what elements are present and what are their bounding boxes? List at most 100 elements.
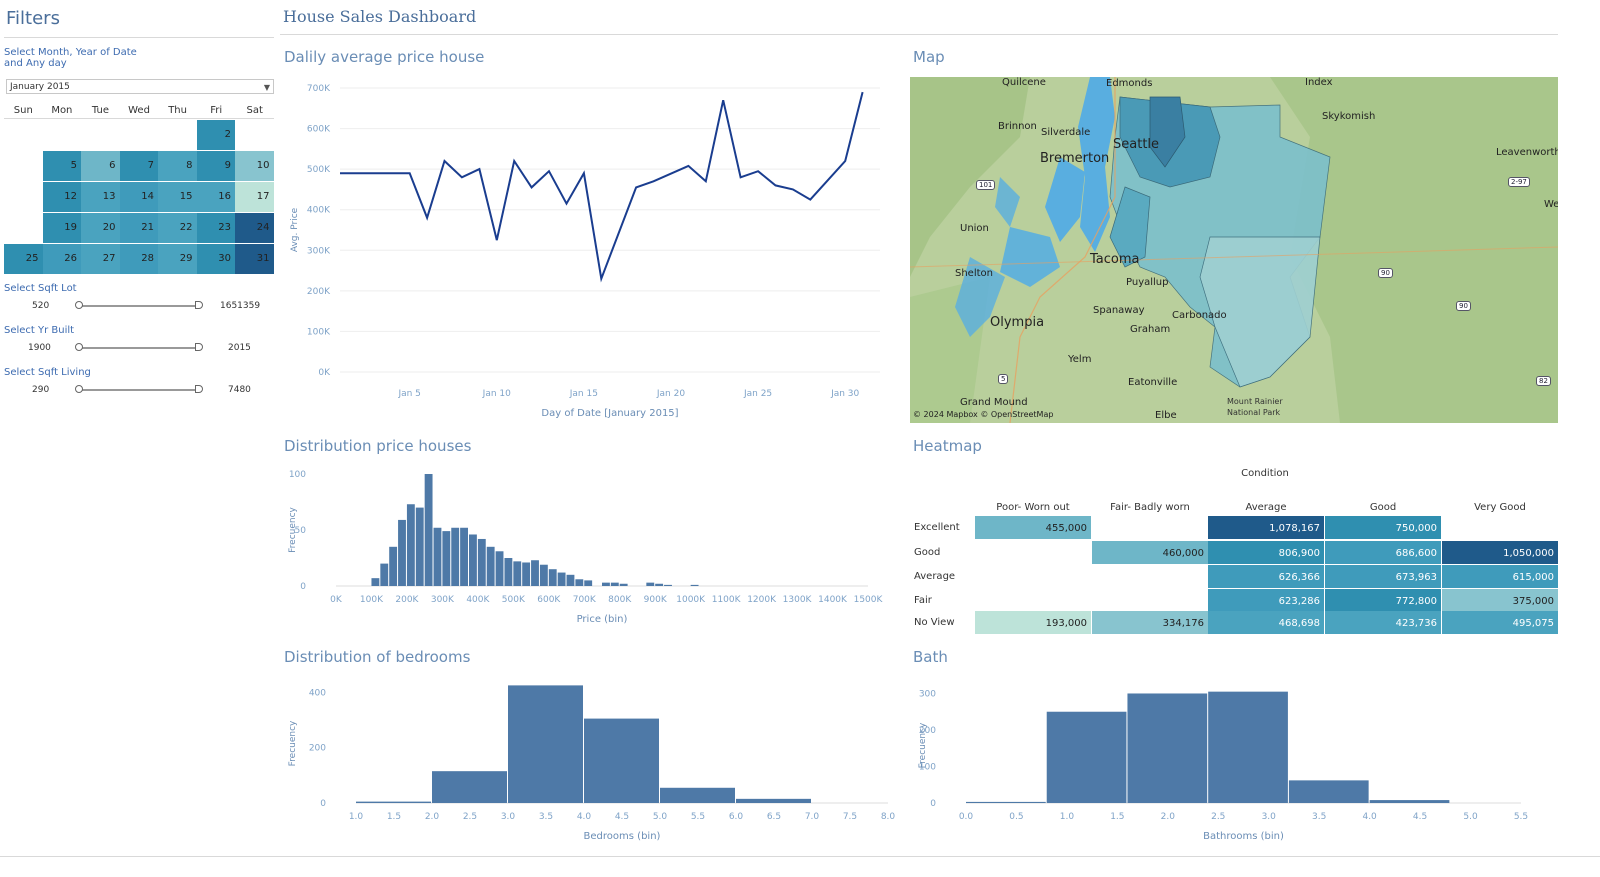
calendar-day[interactable]: 5 [42, 151, 81, 181]
histogram-bar[interactable] [513, 561, 522, 586]
histogram-bar[interactable] [610, 582, 619, 586]
calendar-day[interactable]: 25 [4, 244, 43, 274]
histogram-bar[interactable] [646, 582, 655, 586]
sqft-living-min-handle[interactable] [75, 385, 83, 393]
calendar-day[interactable]: 27 [81, 244, 120, 274]
histogram-bar[interactable] [575, 579, 584, 586]
data-point[interactable] [651, 179, 656, 184]
calendar-day[interactable]: 10 [235, 151, 274, 181]
data-point[interactable] [738, 175, 743, 180]
histogram-bar[interactable] [398, 519, 406, 586]
histogram-bar[interactable] [584, 580, 593, 586]
data-point[interactable] [843, 159, 848, 164]
calendar-day[interactable]: 22 [158, 213, 197, 243]
data-point[interactable] [529, 185, 534, 190]
data-point[interactable] [564, 201, 569, 206]
data-point[interactable] [756, 169, 761, 174]
histogram-bar[interactable] [432, 771, 507, 803]
calendar-day[interactable]: 13 [81, 182, 120, 212]
heatmap-cell[interactable]: 615,000 [1442, 565, 1558, 588]
calendar-day[interactable]: 31 [235, 244, 274, 274]
data-point[interactable] [477, 167, 482, 172]
heatmap-cell[interactable]: 1,078,167 [1208, 516, 1324, 539]
price-line[interactable] [340, 91, 864, 283]
calendar-day[interactable]: 15 [158, 182, 197, 212]
heatmap-cell[interactable]: 626,366 [1208, 565, 1324, 588]
heatmap-cell[interactable]: 460,000 [1092, 541, 1208, 564]
histogram-bar[interactable] [584, 718, 659, 803]
calendar-day[interactable]: 23 [196, 213, 235, 243]
histogram-bar[interactable] [966, 801, 1046, 803]
data-point[interactable] [860, 90, 865, 95]
calendar-day[interactable]: 17 [235, 182, 274, 212]
data-point[interactable] [338, 171, 343, 176]
calendar-day[interactable]: 26 [42, 244, 81, 274]
heatmap[interactable]: Condition Poor- Worn out Fair- Badly worn… [910, 465, 1558, 635]
histogram-bar[interactable] [548, 569, 557, 586]
calendar-day[interactable]: 30 [196, 244, 235, 274]
bedrooms-histogram[interactable]: 0 200 400 1.0 1.5 2.0 2.5 3.0 3.5 4.0 4.5 5.0 5.5 6.0… [280, 672, 900, 847]
data-point[interactable] [442, 159, 447, 164]
yr-built-max-handle[interactable] [195, 343, 203, 351]
data-point[interactable] [721, 98, 726, 103]
heatmap-cell[interactable]: 375,000 [1442, 589, 1558, 612]
histogram-bar[interactable] [486, 546, 495, 586]
calendar-day[interactable]: 20 [81, 213, 120, 243]
heatmap-cell[interactable]: 193,000 [975, 611, 1091, 634]
data-point[interactable] [494, 238, 499, 243]
heatmap-cell[interactable]: 673,963 [1325, 565, 1441, 588]
map-attribution[interactable]: © 2024 Mapbox © OpenStreetMap [913, 410, 1054, 419]
histogram-bar[interactable] [469, 534, 477, 586]
data-point[interactable] [773, 183, 778, 188]
calendar-day[interactable]: 29 [158, 244, 197, 274]
histogram-bar[interactable] [380, 563, 389, 586]
heatmap-cell[interactable]: 806,900 [1208, 541, 1324, 564]
histogram-bar[interactable] [664, 584, 672, 586]
heatmap-cell[interactable]: 455,000 [975, 516, 1091, 539]
histogram-bar[interactable] [451, 527, 460, 586]
sqft-lot-slider-track[interactable] [79, 305, 200, 307]
heatmap-cell[interactable]: 423,736 [1325, 611, 1441, 634]
sqft-lot-min-handle[interactable] [75, 301, 83, 309]
calendar-day[interactable]: 7 [119, 151, 158, 181]
heatmap-cell[interactable]: 334,176 [1092, 611, 1208, 634]
calendar-day[interactable]: 2 [196, 120, 235, 150]
heatmap-cell[interactable]: 772,800 [1325, 589, 1441, 612]
histogram-bar[interactable] [1369, 800, 1450, 803]
histogram-bar[interactable] [424, 474, 433, 586]
data-point[interactable] [703, 179, 708, 184]
sqft-living-slider-track[interactable] [79, 389, 200, 391]
data-point[interactable] [425, 215, 430, 220]
histogram-bar[interactable] [557, 572, 566, 586]
line-chart[interactable]: 0K 100K 200K 300K 400K 500K 600K 700K Jan 5 Jan 1… [280, 70, 900, 430]
yr-built-slider-track[interactable] [79, 347, 200, 349]
calendar-day[interactable]: 19 [42, 213, 81, 243]
month-select[interactable]: January 2015 ▼ [6, 79, 274, 94]
histogram-bar[interactable] [371, 578, 380, 586]
calendar-day[interactable]: 21 [119, 213, 158, 243]
heatmap-cell[interactable]: 750,000 [1325, 516, 1441, 539]
histogram-bar[interactable] [460, 527, 468, 586]
data-point[interactable] [581, 171, 586, 176]
data-point[interactable] [790, 187, 795, 192]
histogram-bar[interactable] [356, 801, 431, 803]
sqft-living-max-handle[interactable] [195, 385, 203, 393]
yr-built-min-handle[interactable] [75, 343, 83, 351]
heatmap-cell[interactable]: 686,600 [1325, 541, 1441, 564]
histogram-bar[interactable] [389, 546, 398, 586]
histogram-bar[interactable] [406, 504, 415, 586]
histogram-bar[interactable] [415, 507, 424, 586]
data-point[interactable] [512, 159, 517, 164]
histogram-bar[interactable] [522, 562, 531, 586]
histogram-bar[interactable] [1127, 693, 1208, 803]
histogram-bar[interactable] [602, 582, 610, 586]
calendar-day[interactable]: 14 [119, 182, 158, 212]
histogram-bar[interactable] [442, 531, 451, 586]
heatmap-cell[interactable]: 1,050,000 [1442, 541, 1558, 564]
histogram-bar[interactable] [1288, 780, 1369, 803]
calendar-day[interactable]: 28 [119, 244, 158, 274]
data-point[interactable] [459, 175, 464, 180]
histogram-bar[interactable] [477, 538, 486, 586]
data-point[interactable] [808, 197, 813, 202]
